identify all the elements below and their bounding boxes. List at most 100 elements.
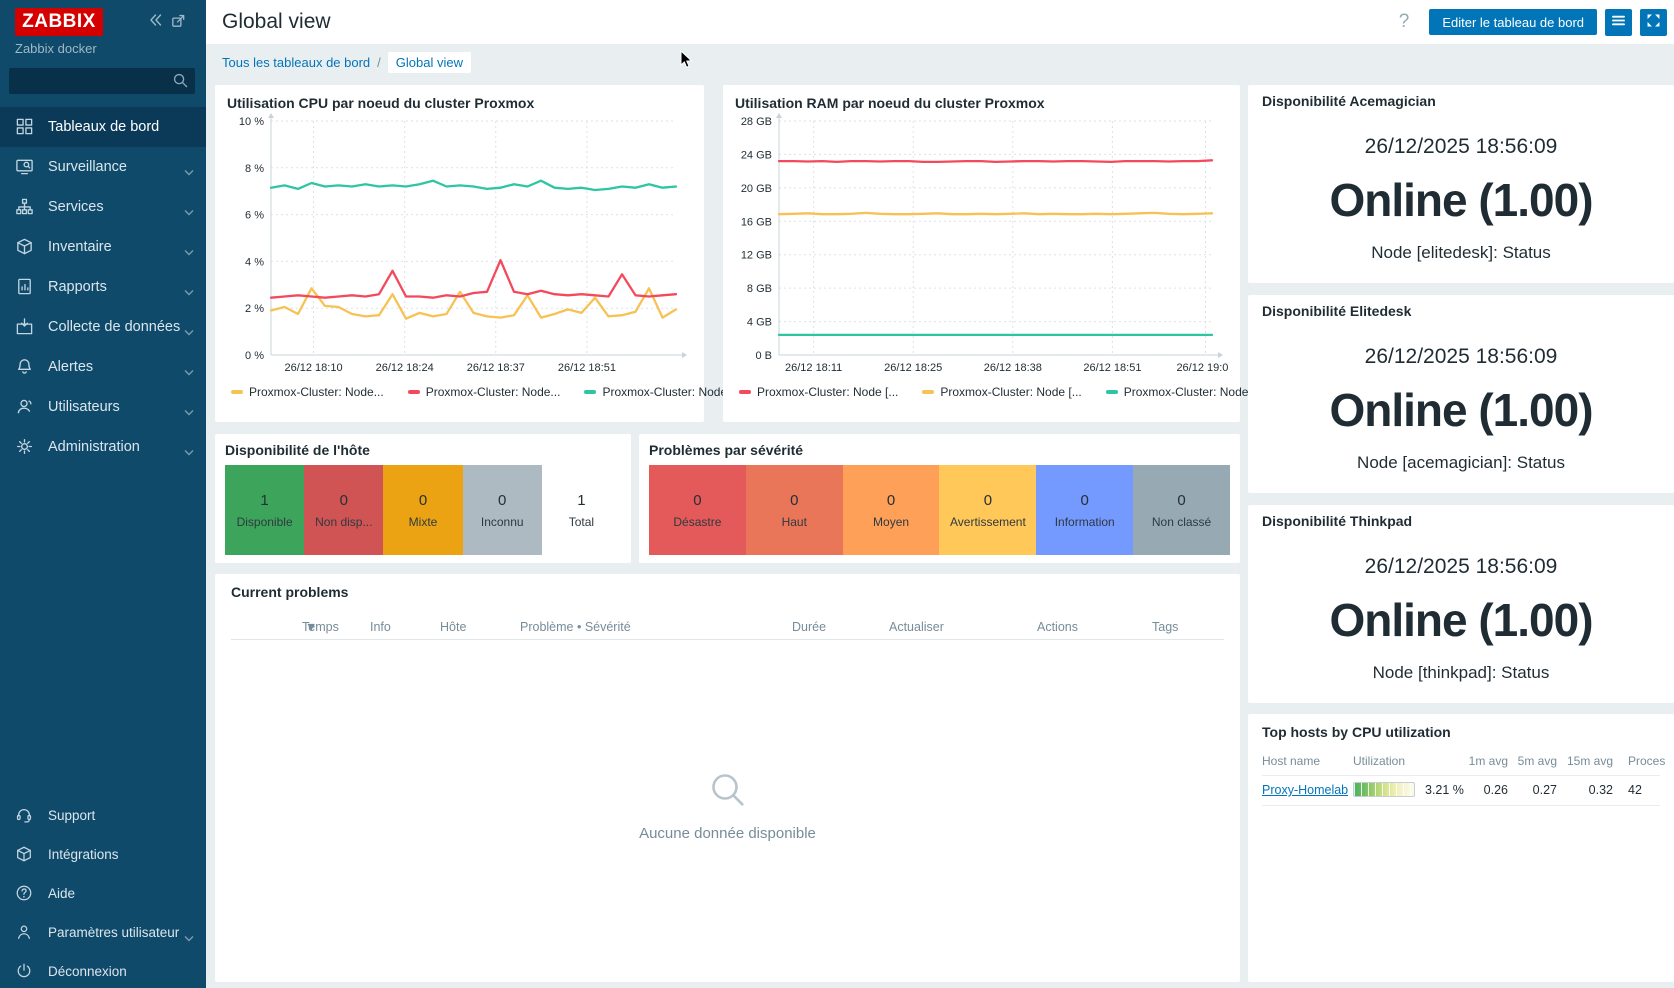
sidebar-item-support[interactable]: Support: [0, 796, 206, 835]
svg-text:20 GB: 20 GB: [741, 183, 772, 195]
sidebar-item-tableaux-de-bord[interactable]: Tableaux de bord: [0, 107, 206, 147]
sidebar-item-alertes[interactable]: Alertes: [0, 347, 206, 387]
status-box-total: 1 Total: [542, 465, 621, 555]
legend-label: Proxmox-Cluster: Node [...: [757, 385, 898, 399]
sort-desc-icon: ▼: [305, 620, 317, 634]
status-box-count: 0: [790, 492, 798, 509]
svg-text:26/12 18:10: 26/12 18:10: [284, 362, 342, 374]
utilization-gauge: [1353, 782, 1415, 797]
status-box-label: Disponible: [237, 515, 293, 529]
availability-card-title: Disponibilité Thinkpad: [1262, 513, 1660, 529]
legend-label: Proxmox-Cluster: Node [...: [940, 385, 1081, 399]
alerts-icon: [15, 357, 35, 377]
svg-text:26/12 19:05: 26/12 19:05: [1176, 362, 1228, 374]
availability-card-disponibilite-thinkpad: Disponibilité Thinkpad26/12/2025 18:56:0…: [1248, 505, 1674, 703]
zabbix-dashboard: ZABBIX Zabbix docker Tableaux de bordSur…: [0, 0, 1674, 988]
sidebar-item-rapports[interactable]: Rapports: [0, 267, 206, 307]
svg-text:26/12 18:37: 26/12 18:37: [467, 362, 525, 374]
availability-card-title: Disponibilité Elitedesk: [1262, 303, 1660, 319]
zabbix-logo[interactable]: ZABBIX: [15, 8, 103, 36]
data-collection-icon: [15, 317, 35, 337]
sidebar-item-parametres-utilisateur[interactable]: Paramètres utilisateur: [0, 913, 206, 952]
breadcrumb-current[interactable]: Global view: [388, 52, 471, 73]
fullscreen-button[interactable]: [1640, 9, 1667, 36]
current-problems-widget: Current problems Temps▼InfoHôteProblème …: [215, 574, 1240, 982]
sidebar-item-collecte-de-donnees[interactable]: Collecte de données: [0, 307, 206, 347]
sidebar-item-surveillance[interactable]: Surveillance: [0, 147, 206, 187]
status-box-count: 0: [693, 492, 701, 509]
legend-entry: Proxmox-Cluster: Node [...: [922, 385, 1081, 399]
search-input[interactable]: [9, 68, 169, 94]
sidebar: ZABBIX Zabbix docker Tableaux de bordSur…: [0, 0, 206, 988]
sidebar-item-integrations[interactable]: Intégrations: [0, 835, 206, 874]
breadcrumb-all-dashboards-link[interactable]: Tous les tableaux de bord: [222, 55, 370, 70]
svg-text:26/12 18:38: 26/12 18:38: [984, 362, 1042, 374]
sidebar-item-administration[interactable]: Administration: [0, 427, 206, 467]
avg-15m-value: 0.32: [1562, 783, 1613, 797]
sidebar-item-label: Alertes: [48, 359, 93, 375]
sidebar-menu: Tableaux de bord SurveillanceServicesInve…: [0, 107, 206, 467]
legend-swatch: [408, 390, 420, 394]
help-icon[interactable]: ?: [1399, 11, 1410, 33]
chevron-down-icon: [184, 930, 194, 945]
availability-cards-column: Disponibilité Acemagician26/12/2025 18:5…: [1248, 85, 1674, 715]
host-link[interactable]: Proxy-Homelab: [1262, 783, 1348, 797]
legend-swatch: [1106, 390, 1118, 394]
chevron-down-icon: [184, 364, 194, 380]
sidebar-item-label: Utilisateurs: [48, 399, 120, 415]
sidebar-item-inventaire[interactable]: Inventaire: [0, 227, 206, 267]
svg-text:28 GB: 28 GB: [741, 116, 772, 128]
status-box-label: Total: [569, 515, 594, 529]
sidebar-item-deconnexion[interactable]: Déconnexion: [0, 952, 206, 988]
monitoring-icon: [15, 157, 35, 177]
status-box-information: 0Information: [1036, 465, 1133, 555]
hide-sidebar-icon[interactable]: [170, 12, 187, 34]
page-title: Global view: [222, 10, 331, 34]
column-header-label: Durée: [792, 620, 826, 634]
ram-chart-plot: 0 B4 GB8 GB12 GB16 GB20 GB24 GB28 GB26/1…: [735, 111, 1228, 382]
chevron-down-icon: [184, 244, 194, 260]
hamburger-icon: [1610, 12, 1627, 32]
availability-card-item-name: Node [elitedesk]: Status: [1262, 243, 1660, 263]
legend-label: Proxmox-Cluster: Node [...: [1124, 385, 1265, 399]
search-icon[interactable]: [172, 72, 189, 94]
svg-text:4 %: 4 %: [245, 256, 264, 268]
availability-card-disponibilite-acemagician: Disponibilité Acemagician26/12/2025 18:5…: [1248, 85, 1674, 283]
legend-label: Proxmox-Cluster: Node...: [426, 385, 561, 399]
status-box-count: 0: [1177, 492, 1185, 509]
sidebar-item-label: Paramètres utilisateur: [48, 925, 179, 940]
host-availability-boxes: 1Disponible0Non disp...0Mixte0Inconnu1To…: [225, 465, 621, 555]
utilization-value: 3.21 %: [1425, 783, 1464, 797]
sidebar-item-services[interactable]: Services: [0, 187, 206, 227]
status-box-count: 1: [577, 492, 585, 509]
dashboard-icon: [15, 117, 35, 137]
host-availability-title: Disponibilité de l'hôte: [225, 442, 621, 458]
svg-text:26/12 18:51: 26/12 18:51: [1083, 362, 1141, 374]
svg-text:12 GB: 12 GB: [741, 250, 772, 262]
column-header-host-name: Host name: [1262, 754, 1320, 768]
sidebar-item-label: Administration: [48, 439, 140, 455]
status-box-count: 0: [498, 492, 506, 509]
breadcrumb: Tous les tableaux de bord / Global view: [222, 52, 471, 73]
status-box-count: 0: [419, 492, 427, 509]
status-box-label: Moyen: [873, 515, 909, 529]
availability-card-value: Online (1.00): [1262, 593, 1660, 647]
user-settings-icon: [15, 923, 35, 943]
topbar-controls: ? Editer le tableau de bord: [1399, 9, 1674, 36]
sidebar-item-label: Tableaux de bord: [48, 119, 159, 135]
status-box-haut: 0Haut: [746, 465, 843, 555]
dashboard-menu-button[interactable]: [1605, 9, 1632, 36]
problems-by-severity-title: Problèmes par sévérité: [649, 442, 1230, 458]
status-box-count: 0: [1081, 492, 1089, 509]
collapse-sidebar-icon[interactable]: [147, 12, 163, 33]
top-hosts-title: Top hosts by CPU utilization: [1262, 724, 1660, 740]
sidebar-item-aide[interactable]: Aide: [0, 874, 206, 913]
support-icon: [15, 806, 35, 826]
column-header-15m-avg: 15m avg: [1562, 754, 1613, 768]
sidebar-item-utilisateurs[interactable]: Utilisateurs: [0, 387, 206, 427]
status-box-label: Non disp...: [315, 515, 372, 529]
legend-entry: Proxmox-Cluster: Node...: [231, 385, 384, 399]
edit-dashboard-button[interactable]: Editer le tableau de bord: [1429, 9, 1597, 35]
status-box-disponible: 1Disponible: [225, 465, 304, 555]
availability-card-disponibilite-elitedesk: Disponibilité Elitedesk26/12/2025 18:56:…: [1248, 295, 1674, 493]
